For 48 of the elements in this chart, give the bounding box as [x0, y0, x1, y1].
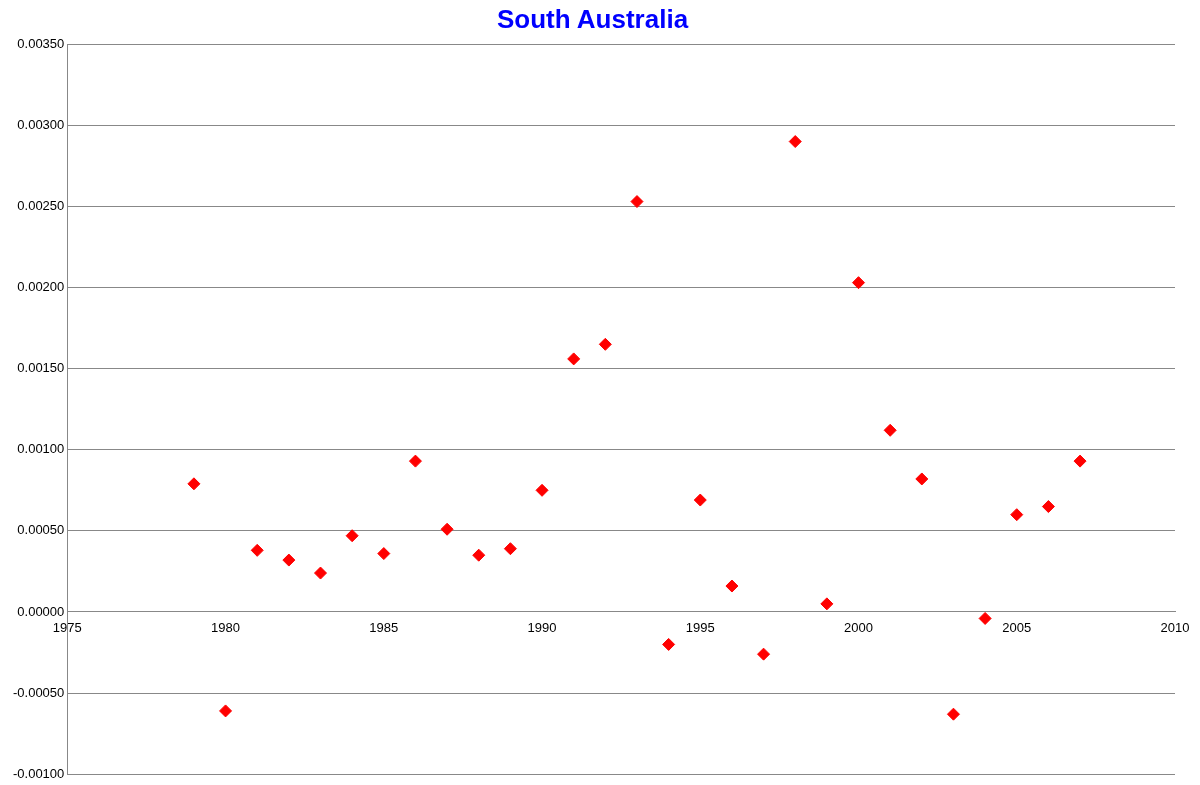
y-tick-label: 0.00050 [17, 522, 65, 538]
point [788, 135, 802, 149]
point [883, 423, 897, 437]
point [535, 483, 549, 497]
point [408, 454, 422, 468]
point [978, 611, 992, 625]
point [503, 542, 517, 556]
point [915, 472, 929, 486]
point [440, 522, 454, 536]
chart-title: South Australia [496, 3, 689, 34]
point [250, 543, 264, 557]
point [630, 195, 644, 209]
point [1010, 508, 1024, 522]
point [345, 529, 359, 543]
x-tick-label: 1995 [685, 620, 715, 636]
x-tick-label: 1975 [52, 620, 82, 636]
point [187, 477, 201, 491]
y-tick-label: 0.00300 [17, 116, 65, 132]
point [662, 637, 676, 651]
y-tick-label: 0.00250 [17, 198, 65, 213]
y-tick-label: 0.00350 [17, 35, 65, 51]
x-tick-label: 1980 [211, 620, 241, 636]
point [946, 707, 960, 721]
y-tick-label: 0.00100 [17, 441, 65, 457]
point [567, 352, 581, 366]
y-tick-label: 0.00150 [17, 360, 65, 376]
x-tick-label: 1985 [369, 620, 399, 636]
point [472, 548, 486, 562]
point [852, 276, 866, 290]
x-tick-label: 1990 [527, 620, 557, 636]
point [693, 493, 707, 507]
x-tick-label: 2000 [844, 620, 873, 636]
point [725, 579, 739, 593]
point [598, 337, 612, 351]
point [820, 597, 834, 611]
x-tick-label: 2010 [1160, 620, 1190, 636]
point [1041, 500, 1055, 514]
y-tick-label: -0.00100 [12, 765, 65, 781]
y-tick-label: -0.00050 [12, 684, 65, 700]
y-tick-label: 0.00000 [17, 603, 65, 619]
point [314, 566, 328, 580]
x-tick-label: 2005 [1002, 620, 1032, 636]
point [757, 647, 771, 661]
point [282, 553, 296, 567]
y-tick-label: 0.00200 [17, 279, 65, 295]
point [219, 704, 233, 718]
point [377, 547, 391, 561]
point [1073, 454, 1087, 468]
